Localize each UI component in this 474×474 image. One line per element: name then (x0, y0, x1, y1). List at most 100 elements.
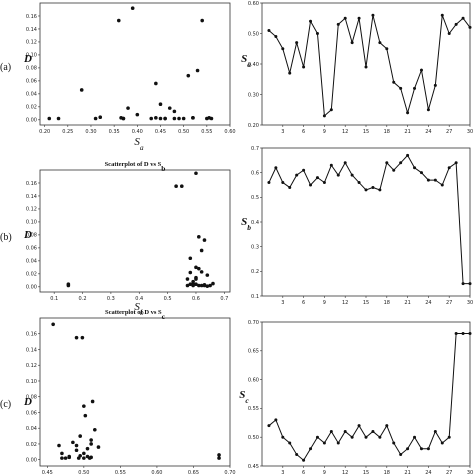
data-point (194, 275, 198, 280)
data-point (197, 266, 201, 271)
data-point (60, 456, 64, 460)
y-tick-label: 0.60 (248, 377, 259, 383)
data-point (78, 434, 82, 438)
data-point (426, 447, 430, 451)
y-tick-label: 0.02 (26, 442, 37, 448)
data-point (205, 284, 210, 288)
data-point (66, 282, 71, 287)
y-axis-label: D (23, 396, 32, 408)
data-point (315, 32, 319, 35)
data-point (135, 112, 140, 117)
y-tick-label: 0.10 (26, 379, 37, 385)
data-point (179, 184, 184, 189)
plot-frame (39, 2, 231, 126)
data-point (154, 81, 158, 86)
data-point (89, 438, 93, 442)
x-tick-label: 6 (302, 129, 305, 135)
x-tick-label: 0.20 (39, 129, 50, 135)
y-axis-label: D (23, 229, 32, 241)
data-point (82, 404, 86, 408)
data-point (82, 451, 86, 456)
x-tick-label: 15 (363, 129, 369, 135)
data-point (274, 418, 278, 422)
x-tick-label: 0.40 (132, 129, 143, 135)
y-tick-label: 0.16 (26, 14, 37, 20)
data-point (315, 176, 319, 180)
x-tick-label: 0.2 (79, 296, 87, 302)
data-point (51, 322, 55, 327)
data-point (295, 41, 299, 45)
data-point (47, 116, 52, 121)
y-tick-label: 0.12 (26, 207, 37, 213)
data-point (181, 116, 186, 121)
data-point (350, 41, 354, 45)
y-tick-label: 0.14 (26, 27, 37, 33)
x-tick-label: 0.4 (135, 296, 143, 302)
data-point (392, 168, 396, 172)
data-point (172, 116, 177, 121)
data-point (186, 73, 191, 78)
y-tick-label: 0.12 (26, 363, 37, 369)
data-point (350, 173, 354, 177)
x-tick-label: 0.45 (42, 470, 53, 474)
data-point (329, 108, 333, 112)
x-tick-label: 18 (384, 300, 390, 306)
y-tick-label: 0.5 (251, 195, 259, 201)
data-point (267, 181, 271, 185)
data-point (454, 161, 458, 165)
data-point (357, 181, 361, 185)
data-point (399, 452, 403, 456)
data-point (74, 448, 79, 453)
data-point (315, 435, 319, 439)
y-tick-label: 0.02 (26, 105, 37, 111)
x-tick-label: 6 (302, 470, 305, 474)
series-line (268, 15, 471, 117)
x-tick-label: 0.60 (224, 129, 235, 135)
data-point (433, 178, 437, 182)
plot-frame (39, 317, 231, 467)
y-tick-label: 0.4 (251, 220, 259, 226)
y-tick-label: 0.00 (26, 458, 37, 464)
data-point (322, 181, 326, 185)
x-tick-label: 15 (363, 300, 369, 306)
y-tick-label: 0.08 (26, 233, 37, 239)
x-tick-label: 24 (425, 300, 431, 306)
data-point (199, 283, 204, 288)
x-axis-label: Sa (134, 136, 144, 152)
data-point (74, 335, 79, 340)
y-axis-label: Sa (241, 53, 251, 69)
y-tick-label: 0.04 (26, 426, 37, 432)
x-tick-label: 3 (281, 129, 284, 135)
y-tick-label: 0.20 (248, 123, 259, 129)
x-tick-label: 3 (281, 470, 284, 474)
x-tick-label: 0.6 (192, 296, 200, 302)
data-point (336, 441, 340, 445)
data-point (350, 435, 354, 439)
charts-group: 0.20 0.25 0.30 0.35 0.40 0.45 0.50 0.55 0.60 0.00… (23, 1, 473, 474)
y-tick-label: 0.16 (26, 332, 37, 338)
data-point (194, 265, 198, 270)
data-point (119, 116, 123, 120)
data-point (130, 6, 135, 10)
y-tick-label: 0.50 (248, 435, 259, 441)
x-tick-label: 18 (384, 470, 390, 474)
data-point (329, 429, 333, 433)
x-axis-label: Sb (134, 301, 144, 317)
panel-label-b: (b) (0, 232, 12, 243)
data-point (191, 283, 195, 288)
y-tick-label: 0.30 (248, 92, 259, 98)
y-tick-label: 0.06 (26, 410, 37, 416)
data-point (202, 283, 207, 288)
data-point (461, 332, 465, 336)
data-point (188, 256, 193, 261)
data-point (288, 71, 292, 75)
data-point (378, 188, 382, 192)
data-point (209, 116, 214, 121)
data-point (468, 332, 472, 336)
data-point (63, 456, 68, 460)
y-tick-label: 0.50 (248, 31, 259, 37)
data-point (468, 282, 472, 286)
data-point (336, 173, 340, 177)
data-point (188, 270, 193, 275)
data-point (385, 161, 389, 165)
